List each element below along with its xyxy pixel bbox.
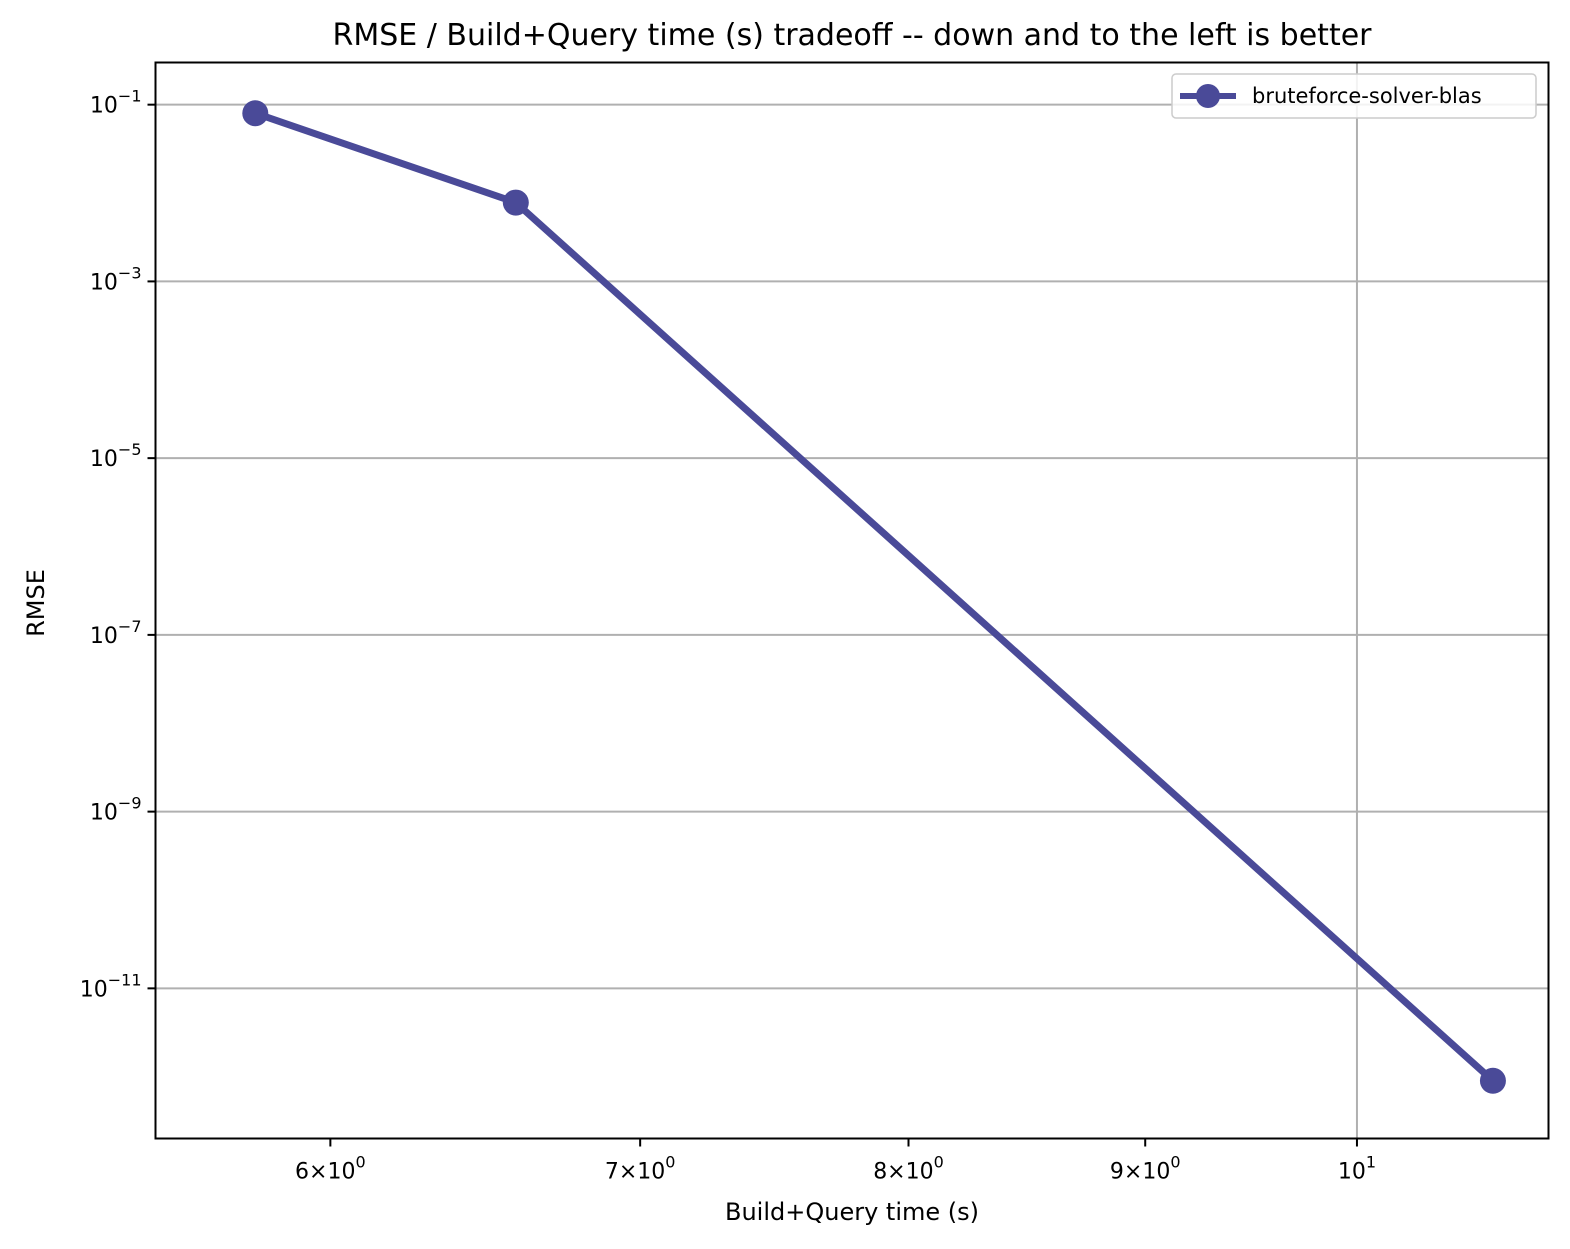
chart-title: RMSE / Build+Query time (s) tradeoff -- … (333, 18, 1373, 53)
x-tick-label: 6×100 (295, 1153, 366, 1185)
x-tick-label: 7×100 (605, 1153, 676, 1185)
legend-entry-label: bruteforce-solver-blas (1252, 84, 1482, 108)
series-line (254, 109, 1496, 1084)
y-tick-label: 10−9 (90, 794, 142, 826)
plot-area-frame (154, 61, 1550, 1140)
legend-frame (1171, 73, 1537, 119)
y-axis-label: RMSE (22, 569, 50, 637)
data-point (1479, 1067, 1506, 1094)
y-tick-label: 10−5 (90, 440, 142, 472)
y-axis: 10−1 10−3 10−5 10−7 10−9 10−11 (80, 87, 156, 1002)
legend-marker-swatch (1196, 84, 1220, 108)
data-point (242, 100, 269, 127)
series-layer (242, 100, 1506, 1094)
y-tick-label: 10−3 (90, 263, 142, 295)
x-axis: 6×100 7×100 8×100 9×100 101 (295, 1138, 1376, 1185)
x-tick-label: 9×100 (1110, 1153, 1181, 1185)
x-tick-label: 8×100 (873, 1153, 944, 1185)
data-point (502, 189, 529, 216)
y-tick-label: 10−1 (90, 87, 142, 119)
y-tick-label: 10−11 (80, 970, 142, 1002)
x-tick-label: 101 (1338, 1153, 1376, 1185)
legend: bruteforce-solver-blas (1171, 73, 1537, 119)
grid (155, 62, 1549, 1139)
x-axis-label: Build+Query time (s) (725, 1198, 979, 1226)
y-tick-label: 10−7 (90, 617, 142, 649)
